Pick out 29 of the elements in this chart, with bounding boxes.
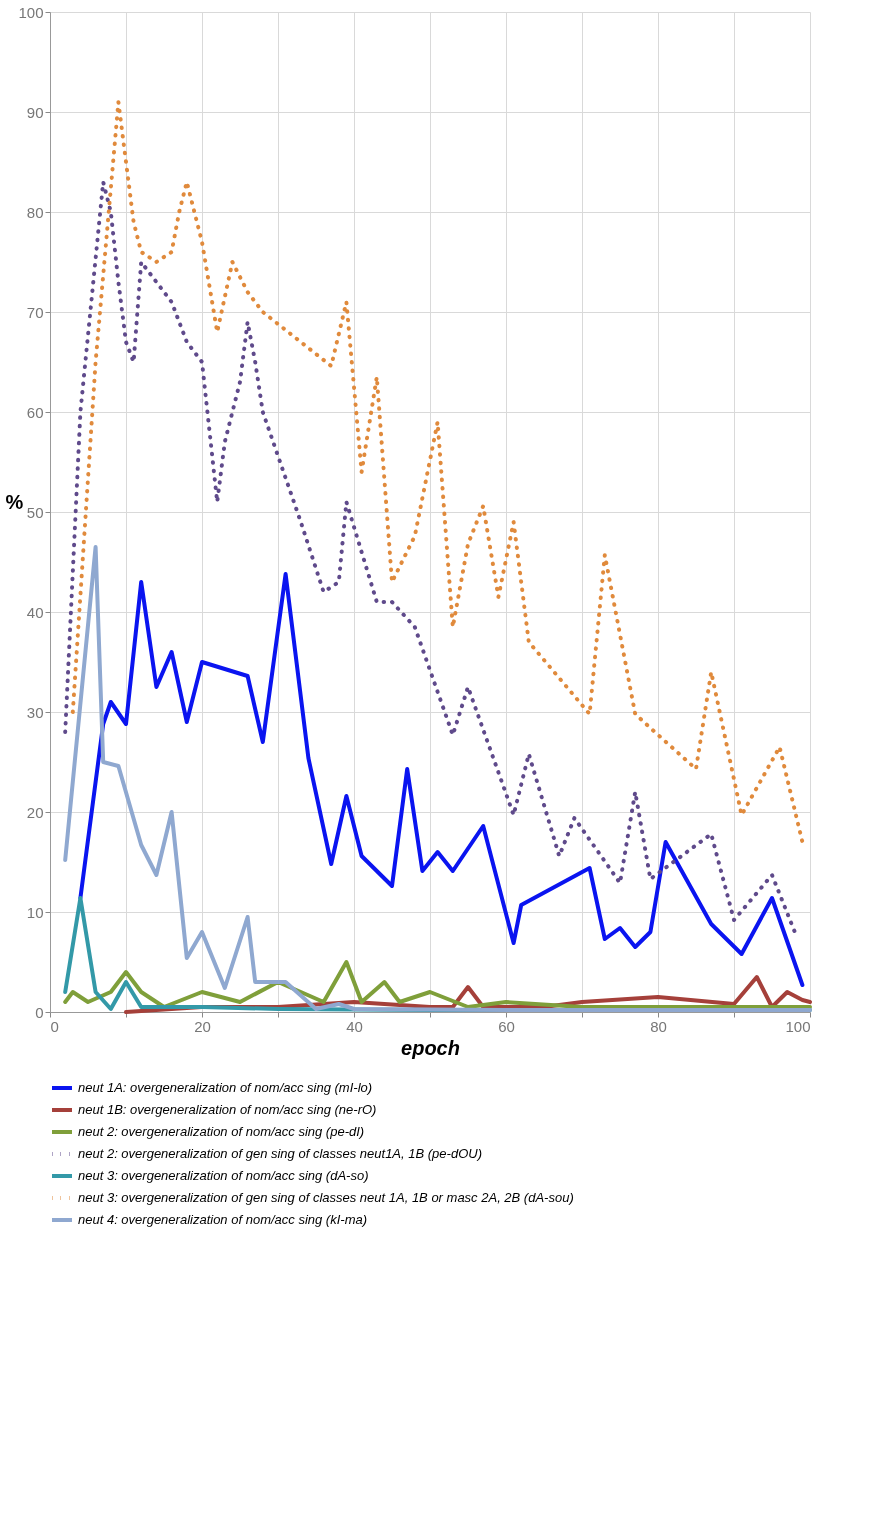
line-series (70, 100, 805, 844)
y-axis-title: % (5, 490, 24, 513)
y-tick-label: 60 (26, 403, 44, 421)
legend-label: neut 3: overgeneralization of gen sing of classes neut 1A, 1B or masc 2A, 2B (dA-sou) (78, 1190, 574, 1205)
legend-label: neut 2: overgeneralization of gen sing of classes neut1A, 1B (pe-dOU) (78, 1146, 482, 1161)
y-tick-label: 40 (26, 603, 44, 621)
x-tick-label: 60 (498, 1017, 515, 1035)
x-tick-label: 80 (650, 1017, 667, 1035)
y-tick-label: 70 (26, 303, 44, 321)
legend-label: neut 2: overgeneralization of nom/acc sing (pe-dI) (78, 1124, 365, 1139)
x-axis-title: epoch (401, 1036, 460, 1059)
y-tick-label: 30 (26, 703, 44, 721)
y-tick-label: 90 (26, 103, 44, 121)
y-tick-label: 0 (35, 1003, 44, 1021)
y-tick-label: 10 (26, 903, 44, 921)
x-tick-label: 0 (50, 1017, 59, 1035)
x-tick-label: 40 (346, 1017, 363, 1035)
legend-label: neut 4: overgeneralization of nom/acc sing (kI-ma) (78, 1212, 368, 1227)
y-tick-label: 80 (26, 203, 44, 221)
x-tick-label: 100 (785, 1017, 811, 1035)
y-tick-label: 20 (26, 803, 44, 821)
y-tick-label: 100 (18, 3, 44, 21)
line-series (63, 960, 812, 1009)
legend-label: neut 1A: overgeneralization of nom/acc sing (mI-lo) (78, 1080, 373, 1095)
y-tick-label: 50 (26, 503, 44, 521)
legend-label: neut 1B: overgeneralization of nom/acc sing (ne-rO) (78, 1102, 377, 1117)
line-series (63, 180, 797, 934)
x-tick-label: 20 (194, 1017, 211, 1035)
legend-label: neut 3: overgeneralization of nom/acc sing (dA-so) (78, 1168, 369, 1183)
